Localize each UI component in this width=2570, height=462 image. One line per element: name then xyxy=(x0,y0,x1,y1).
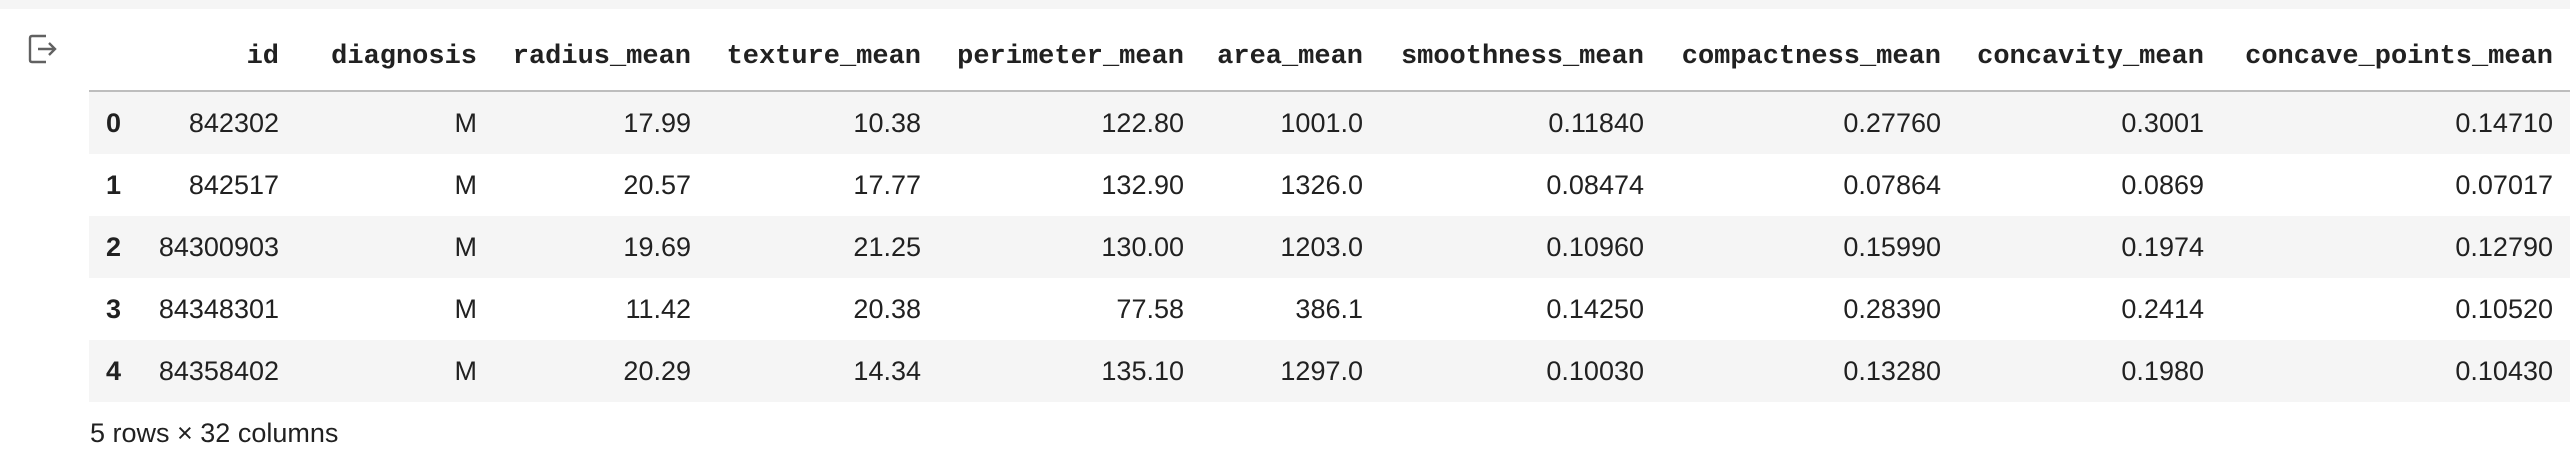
table-cell-concave-points-mean: 0.07017 xyxy=(2221,154,2570,216)
column-header-id: id xyxy=(139,24,296,92)
table-cell-smoothness-mean: 0.10030 xyxy=(1380,340,1661,402)
index-header xyxy=(89,24,139,92)
table-cell-concavity-mean: 0.1974 xyxy=(1958,216,2221,278)
table-cell-compactness-mean: 0.28390 xyxy=(1661,278,1958,340)
table-cell-concavity-mean: 0.3001 xyxy=(1958,91,2221,154)
row-column-count: 5 rows × 32 columns xyxy=(90,418,339,448)
table-cell-concavity-mean: 0.0869 xyxy=(1958,154,2221,216)
table-cell-perimeter-mean: 135.10 xyxy=(938,340,1201,402)
column-header-compactness-mean: compactness_mean xyxy=(1661,24,1958,92)
table-cell-concave-points-mean: 0.10430 xyxy=(2221,340,2570,402)
dataframe-table: id diagnosis radius_mean texture_mean perime… xyxy=(89,24,2570,402)
table-cell-id: 84348301 xyxy=(139,278,296,340)
table-cell-area-mean: 1297.0 xyxy=(1201,340,1380,402)
table-cell-concave-points-mean: 0.12790 xyxy=(2221,216,2570,278)
row-index: 1 xyxy=(89,154,139,216)
table-cell-area-mean: 1326.0 xyxy=(1201,154,1380,216)
column-header-area-mean: area_mean xyxy=(1201,24,1380,92)
table-row: 2 84300903 M 19.69 21.25 130.00 1203.0 0.10960 0… xyxy=(89,216,2570,278)
table-cell-area-mean: 1001.0 xyxy=(1201,91,1380,154)
column-header-concave-points-mean: concave_points_mean xyxy=(2221,24,2570,92)
table-cell-texture-mean: 17.77 xyxy=(708,154,938,216)
row-index: 0 xyxy=(89,91,139,154)
table-cell-compactness-mean: 0.15990 xyxy=(1661,216,1958,278)
table-cell-smoothness-mean: 0.10960 xyxy=(1380,216,1661,278)
row-index: 4 xyxy=(89,340,139,402)
column-header-smoothness-mean: smoothness_mean xyxy=(1380,24,1661,92)
table-cell-radius-mean: 20.57 xyxy=(494,154,708,216)
table-row: 3 84348301 M 11.42 20.38 77.58 386.1 0.14250 0.2… xyxy=(89,278,2570,340)
table-cell-diagnosis: M xyxy=(296,216,494,278)
cell-top-divider xyxy=(0,0,2570,9)
table-row: 4 84358402 M 20.29 14.34 135.10 1297.0 0.10030 0… xyxy=(89,340,2570,402)
column-header-radius-mean: radius_mean xyxy=(494,24,708,92)
table-body: 0 842302 M 17.99 10.38 122.80 1001.0 0.11840 0.2… xyxy=(89,91,2570,402)
column-header-texture-mean: texture_mean xyxy=(708,24,938,92)
table-cell-concavity-mean: 0.1980 xyxy=(1958,340,2221,402)
table-cell-area-mean: 386.1 xyxy=(1201,278,1380,340)
table-cell-area-mean: 1203.0 xyxy=(1201,216,1380,278)
table-cell-concavity-mean: 0.2414 xyxy=(1958,278,2221,340)
column-header-diagnosis: diagnosis xyxy=(296,24,494,92)
column-header-concavity-mean: concavity_mean xyxy=(1958,24,2221,92)
table-cell-texture-mean: 10.38 xyxy=(708,91,938,154)
row-index: 3 xyxy=(89,278,139,340)
table-cell-diagnosis: M xyxy=(296,278,494,340)
table-cell-texture-mean: 20.38 xyxy=(708,278,938,340)
table-cell-smoothness-mean: 0.11840 xyxy=(1380,91,1661,154)
table-cell-smoothness-mean: 0.14250 xyxy=(1380,278,1661,340)
table-cell-perimeter-mean: 132.90 xyxy=(938,154,1201,216)
column-header-perimeter-mean: perimeter_mean xyxy=(938,24,1201,92)
table-cell-smoothness-mean: 0.08474 xyxy=(1380,154,1661,216)
table-cell-id: 842517 xyxy=(139,154,296,216)
output-redirect-icon[interactable] xyxy=(26,32,60,66)
table-cell-radius-mean: 20.29 xyxy=(494,340,708,402)
table-cell-id: 842302 xyxy=(139,91,296,154)
table-cell-radius-mean: 11.42 xyxy=(494,278,708,340)
table-cell-diagnosis: M xyxy=(296,340,494,402)
table-cell-diagnosis: M xyxy=(296,154,494,216)
table-cell-radius-mean: 17.99 xyxy=(494,91,708,154)
table-row: 0 842302 M 17.99 10.38 122.80 1001.0 0.11840 0.2… xyxy=(89,91,2570,154)
table-cell-id: 84358402 xyxy=(139,340,296,402)
table-cell-compactness-mean: 0.27760 xyxy=(1661,91,1958,154)
table-cell-compactness-mean: 0.13280 xyxy=(1661,340,1958,402)
table-cell-texture-mean: 21.25 xyxy=(708,216,938,278)
table-cell-radius-mean: 19.69 xyxy=(494,216,708,278)
table-cell-texture-mean: 14.34 xyxy=(708,340,938,402)
table-cell-perimeter-mean: 130.00 xyxy=(938,216,1201,278)
table-row: 1 842517 M 20.57 17.77 132.90 1326.0 0.08474 0.0… xyxy=(89,154,2570,216)
table-cell-id: 84300903 xyxy=(139,216,296,278)
table-cell-concave-points-mean: 0.14710 xyxy=(2221,91,2570,154)
dataframe-output: id diagnosis radius_mean texture_mean perime… xyxy=(89,24,2570,402)
table-cell-perimeter-mean: 122.80 xyxy=(938,91,1201,154)
table-cell-compactness-mean: 0.07864 xyxy=(1661,154,1958,216)
row-index: 2 xyxy=(89,216,139,278)
header-row: id diagnosis radius_mean texture_mean perime… xyxy=(89,24,2570,92)
table-cell-perimeter-mean: 77.58 xyxy=(938,278,1201,340)
table-cell-diagnosis: M xyxy=(296,91,494,154)
table-cell-concave-points-mean: 0.10520 xyxy=(2221,278,2570,340)
